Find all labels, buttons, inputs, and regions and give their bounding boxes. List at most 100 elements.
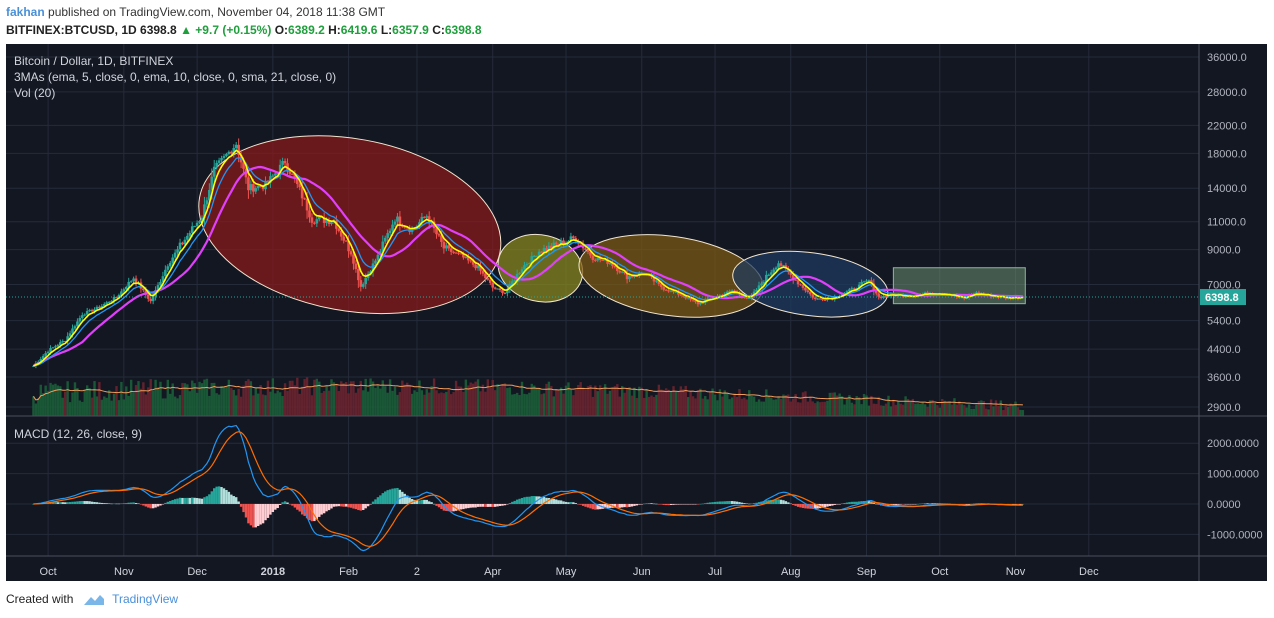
macd-histogram-bar [151, 503, 155, 509]
macd-histogram-bar [821, 503, 824, 508]
macd-histogram-bar [491, 503, 494, 507]
open-label: O: [274, 23, 289, 37]
volume-bar [479, 391, 482, 416]
candle-body [791, 274, 795, 280]
time-tick-label: Dec [187, 566, 207, 578]
volume-bar [286, 390, 289, 416]
volume-bar [892, 399, 895, 416]
open-value: 6389.2 [288, 23, 325, 37]
candle-body [672, 290, 675, 292]
volume-bar [335, 383, 338, 416]
macd-histogram-bar [845, 502, 849, 504]
candle-body [388, 230, 392, 234]
macd-histogram-bar [90, 501, 94, 504]
volume-bar [523, 393, 526, 416]
macd-histogram-bar [843, 503, 846, 504]
candle-body [481, 270, 485, 274]
volume-bar [723, 390, 727, 416]
volume-bar [452, 392, 455, 416]
volume-bar [227, 379, 231, 416]
volume-bar [252, 395, 255, 416]
volume-bar [464, 379, 468, 416]
macd-histogram-bar [374, 499, 377, 504]
candle-body [701, 302, 705, 304]
chart-header: fakhan published on TradingView.com, Nov… [0, 0, 1274, 44]
macd-histogram-bar [371, 501, 375, 504]
price-tick-label: 7000.0 [1207, 280, 1241, 292]
candle-body [44, 353, 47, 356]
volume-bar [630, 395, 634, 416]
volume-bar [296, 377, 299, 416]
candle-body [525, 263, 529, 266]
candle-body [425, 216, 429, 218]
volume-bar [83, 389, 86, 416]
candle-body [225, 154, 228, 157]
macd-histogram-bar [892, 503, 895, 506]
candle-body [804, 287, 807, 291]
volume-bar [406, 382, 409, 416]
candle-body [354, 263, 358, 270]
candle-body [874, 290, 878, 294]
volume-bar [305, 377, 309, 416]
macd-histogram-bar [533, 496, 536, 504]
candle-body [765, 274, 768, 283]
macd-histogram-bar [718, 501, 722, 504]
volume-bar [259, 385, 262, 416]
macd-histogram-bar [147, 503, 150, 508]
macd-histogram-bar [733, 501, 736, 504]
volume-bar [555, 388, 558, 416]
volume-bar [364, 378, 367, 416]
candle-body [247, 177, 250, 191]
candle-body [393, 221, 397, 225]
macd-histogram-bar [342, 503, 345, 507]
volume-bar [49, 382, 52, 416]
macd-histogram-bar [137, 503, 140, 504]
volume-bar [386, 392, 389, 416]
macd-histogram-bar [169, 500, 172, 504]
candle-body [271, 175, 275, 177]
macd-histogram-bar [811, 503, 814, 509]
candle-body [520, 269, 524, 273]
volume-bar [618, 396, 621, 416]
volume-bar [435, 390, 438, 416]
price-tick-label: 4400.0 [1207, 344, 1241, 356]
ema5-line [33, 149, 1023, 367]
macd-histogram-bar [205, 496, 209, 504]
time-tick-label: Feb [339, 566, 358, 578]
volume-bar [963, 405, 966, 416]
macd-histogram-bar [227, 491, 231, 504]
author-name[interactable]: fakhan [6, 5, 45, 19]
macd-histogram-bar [256, 503, 260, 527]
candle-body [156, 285, 160, 291]
macd-histogram-bar [928, 503, 932, 504]
candle-body [310, 217, 314, 223]
volume-bar [503, 383, 507, 416]
tradingview-brand-link[interactable]: TradingView [112, 592, 179, 606]
macd-histogram-bar [713, 501, 717, 504]
macd-histogram-bar [796, 503, 800, 507]
price-chart[interactable]: 36000.0 28000.0 22000.0 18000.0 14000.0 11000… [0, 44, 1274, 582]
volume-bar [198, 381, 201, 416]
volume-bar [936, 405, 939, 416]
candle-body [818, 298, 822, 300]
volume-bar [589, 385, 592, 416]
macd-histogram-bar [750, 503, 753, 505]
macd-histogram-bar [310, 503, 314, 522]
macd-histogram-bar [694, 503, 697, 505]
macd-histogram-bar [674, 503, 678, 505]
candle-body [193, 226, 196, 228]
candle-body [862, 281, 866, 283]
macd-histogram-bar [518, 498, 521, 504]
macd-histogram-bar [772, 499, 775, 504]
macd-histogram-bar [225, 490, 228, 504]
candle-body [227, 151, 231, 155]
volume-bar [1016, 407, 1020, 416]
candle-body [904, 296, 907, 298]
low-value: 6357.9 [392, 23, 429, 37]
volume-bar [462, 391, 465, 416]
time-tick-label: Sep [857, 566, 877, 578]
volume-bar [169, 393, 172, 416]
candle-body [142, 288, 145, 291]
candle-body [242, 162, 245, 169]
volume-bar [403, 384, 406, 416]
